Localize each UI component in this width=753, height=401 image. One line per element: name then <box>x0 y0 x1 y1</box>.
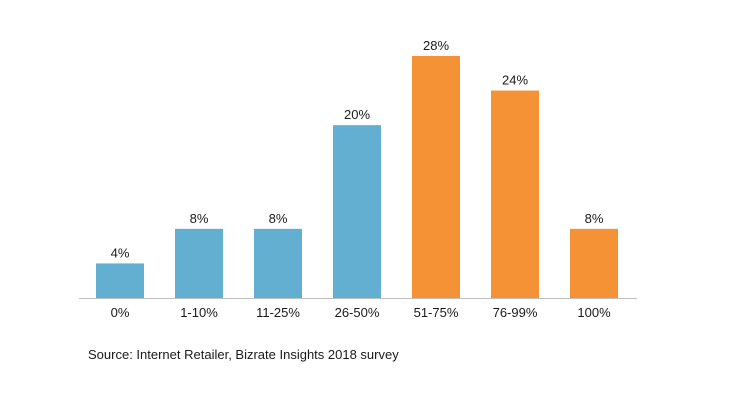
bar-100% <box>570 228 618 298</box>
source-note: Source: Internet Retailer, Bizrate Insig… <box>88 347 399 362</box>
bar-11-25% <box>254 228 302 298</box>
value-labels-group: 4% 8% 8% 20% 28% 24% 8% <box>111 38 604 260</box>
category-label-26-50%: 26-50% <box>335 305 380 320</box>
bar-1-10% <box>175 228 223 298</box>
bars-group <box>96 56 618 299</box>
category-label-51-75%: 51-75% <box>414 305 459 320</box>
value-label-51-75%: 28% <box>423 38 449 53</box>
bar-51-75% <box>412 56 460 298</box>
category-label-11-25%: 11-25% <box>256 305 300 320</box>
category-label-100%: 100% <box>577 305 611 320</box>
bar-26-50% <box>333 125 381 299</box>
value-label-1-10%: 8% <box>190 211 209 226</box>
category-label-1-10%: 1-10% <box>180 305 218 320</box>
bar-0% <box>96 263 144 298</box>
category-label-0%: 0% <box>111 305 130 320</box>
value-label-76-99%: 24% <box>502 73 528 88</box>
bar-76-99% <box>491 90 539 298</box>
value-label-11-25%: 8% <box>269 211 288 226</box>
category-labels-group: 0% 1-10% 11-25% 26-50% 51-75% 76-99% 100% <box>111 305 611 320</box>
category-label-76-99%: 76-99% <box>493 305 538 320</box>
value-label-100%: 8% <box>585 211 604 226</box>
value-label-0%: 4% <box>111 245 130 260</box>
value-label-26-50%: 20% <box>344 107 370 122</box>
